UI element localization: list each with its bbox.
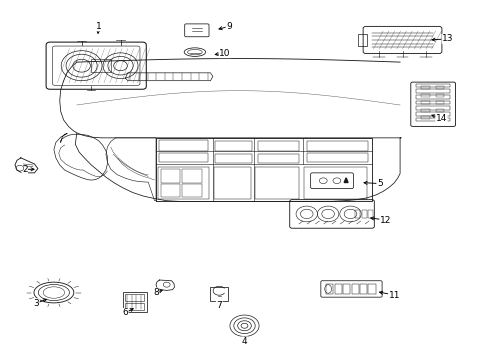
Bar <box>306 153 367 162</box>
Bar <box>91 59 111 72</box>
Bar <box>415 84 449 87</box>
Bar <box>210 287 227 301</box>
Text: 6: 6 <box>122 309 128 318</box>
Text: 3: 3 <box>34 299 39 308</box>
Bar <box>435 94 444 97</box>
Polygon shape <box>156 280 174 291</box>
Bar <box>415 118 449 121</box>
Bar <box>158 167 208 199</box>
Text: 7: 7 <box>216 301 222 310</box>
Bar <box>435 102 444 104</box>
Bar <box>355 210 360 217</box>
Text: 13: 13 <box>441 35 452 44</box>
Text: 8: 8 <box>153 288 159 297</box>
Text: 4: 4 <box>241 337 247 346</box>
Bar <box>435 116 444 119</box>
Bar <box>125 294 143 301</box>
Text: 10: 10 <box>219 49 230 58</box>
Text: 12: 12 <box>379 216 390 225</box>
Bar <box>415 101 449 104</box>
Bar <box>122 292 147 312</box>
Bar <box>435 86 444 89</box>
Bar <box>303 167 366 199</box>
Bar <box>215 154 251 163</box>
Bar <box>435 109 444 112</box>
Bar <box>159 140 207 151</box>
Bar <box>415 112 449 116</box>
Bar <box>343 284 350 294</box>
Polygon shape <box>15 158 38 173</box>
Bar <box>420 86 429 89</box>
Bar <box>415 95 449 99</box>
Bar <box>325 284 333 294</box>
Bar <box>306 141 367 151</box>
Bar <box>361 210 366 217</box>
Bar <box>415 107 449 110</box>
Text: 11: 11 <box>387 291 399 300</box>
Bar <box>359 284 366 294</box>
Text: 14: 14 <box>435 114 446 123</box>
Bar <box>357 33 366 46</box>
Text: 5: 5 <box>376 179 382 188</box>
Bar <box>368 284 375 294</box>
Bar <box>182 184 201 197</box>
Text: 9: 9 <box>225 22 231 31</box>
Bar <box>420 102 429 104</box>
Bar <box>420 109 429 112</box>
Polygon shape <box>344 178 347 183</box>
Bar <box>334 284 341 294</box>
Bar <box>182 169 201 183</box>
Bar <box>159 153 207 162</box>
Text: 2: 2 <box>22 165 27 174</box>
Bar <box>258 141 299 152</box>
Bar <box>415 89 449 93</box>
Bar <box>351 284 358 294</box>
Bar <box>255 167 298 199</box>
Bar <box>368 210 372 217</box>
Bar <box>420 116 429 119</box>
Bar <box>420 94 429 97</box>
Bar <box>215 141 251 152</box>
Text: 1: 1 <box>96 22 102 31</box>
Bar <box>214 167 250 199</box>
Bar <box>161 169 180 183</box>
Bar <box>258 154 299 163</box>
Bar <box>161 184 180 197</box>
Bar <box>125 303 143 310</box>
